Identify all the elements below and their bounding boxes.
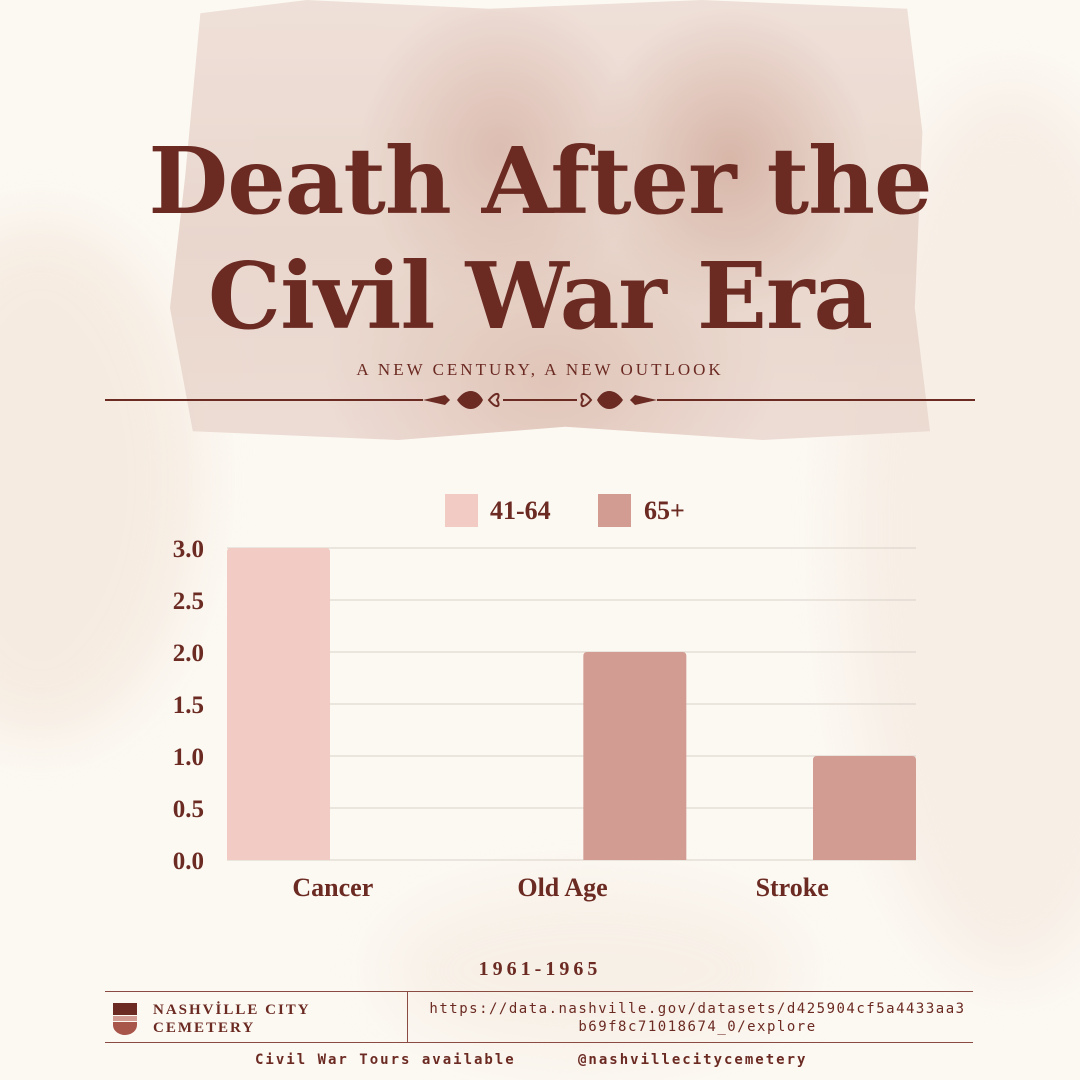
legend-label: 65+ <box>644 496 685 525</box>
organization-name: NASHVİLLE CITY CEMETERY <box>153 1002 311 1036</box>
date-range: 1961-1965 <box>478 958 602 980</box>
footer-divider <box>105 991 973 992</box>
y-tick-label: 1.0 <box>173 744 204 771</box>
legend-swatch <box>598 494 631 527</box>
page-title-line1: Death After the <box>148 127 932 235</box>
footer-divider <box>105 1042 973 1043</box>
legend-label: 41-64 <box>490 496 551 525</box>
y-tick-label: 2.0 <box>173 640 204 667</box>
bar-chart: 0.0 0.5 1.0 1.5 2.0 2.5 3.0 Cancer Old Age Stroke <box>173 536 916 902</box>
ornament-divider <box>105 391 975 409</box>
x-category-label: Old Age <box>517 873 607 902</box>
social-handle-link[interactable]: @nashvillecitycemetery <box>578 1052 808 1068</box>
y-tick-label: 1.5 <box>173 692 204 719</box>
background-wash <box>380 880 800 1060</box>
page-title-line2: Civil War Era <box>207 242 873 350</box>
tours-note: Civil War Tours available <box>255 1052 516 1068</box>
page-subtitle: A NEW CENTURY, A NEW OUTLOOK <box>356 360 724 379</box>
bar-stroke-65-plus <box>813 756 916 860</box>
y-tick-label: 0.5 <box>173 796 204 823</box>
cemetery-shield-icon <box>113 1003 137 1035</box>
x-category-label: Stroke <box>756 873 829 902</box>
y-tick-label: 3.0 <box>173 536 204 563</box>
bar-cancer-41-64 <box>227 548 330 860</box>
header-photo <box>170 0 930 440</box>
x-category-label: Cancer <box>292 873 373 902</box>
y-tick-label: 2.5 <box>173 588 204 615</box>
y-tick-label: 0.0 <box>173 848 204 875</box>
footer-separator <box>407 991 408 1042</box>
bar-old-age-65-plus <box>583 652 687 860</box>
legend-swatch <box>445 494 478 527</box>
source-url-link[interactable]: https://data.nashville.gov/datasets/d425… <box>429 1001 966 1035</box>
